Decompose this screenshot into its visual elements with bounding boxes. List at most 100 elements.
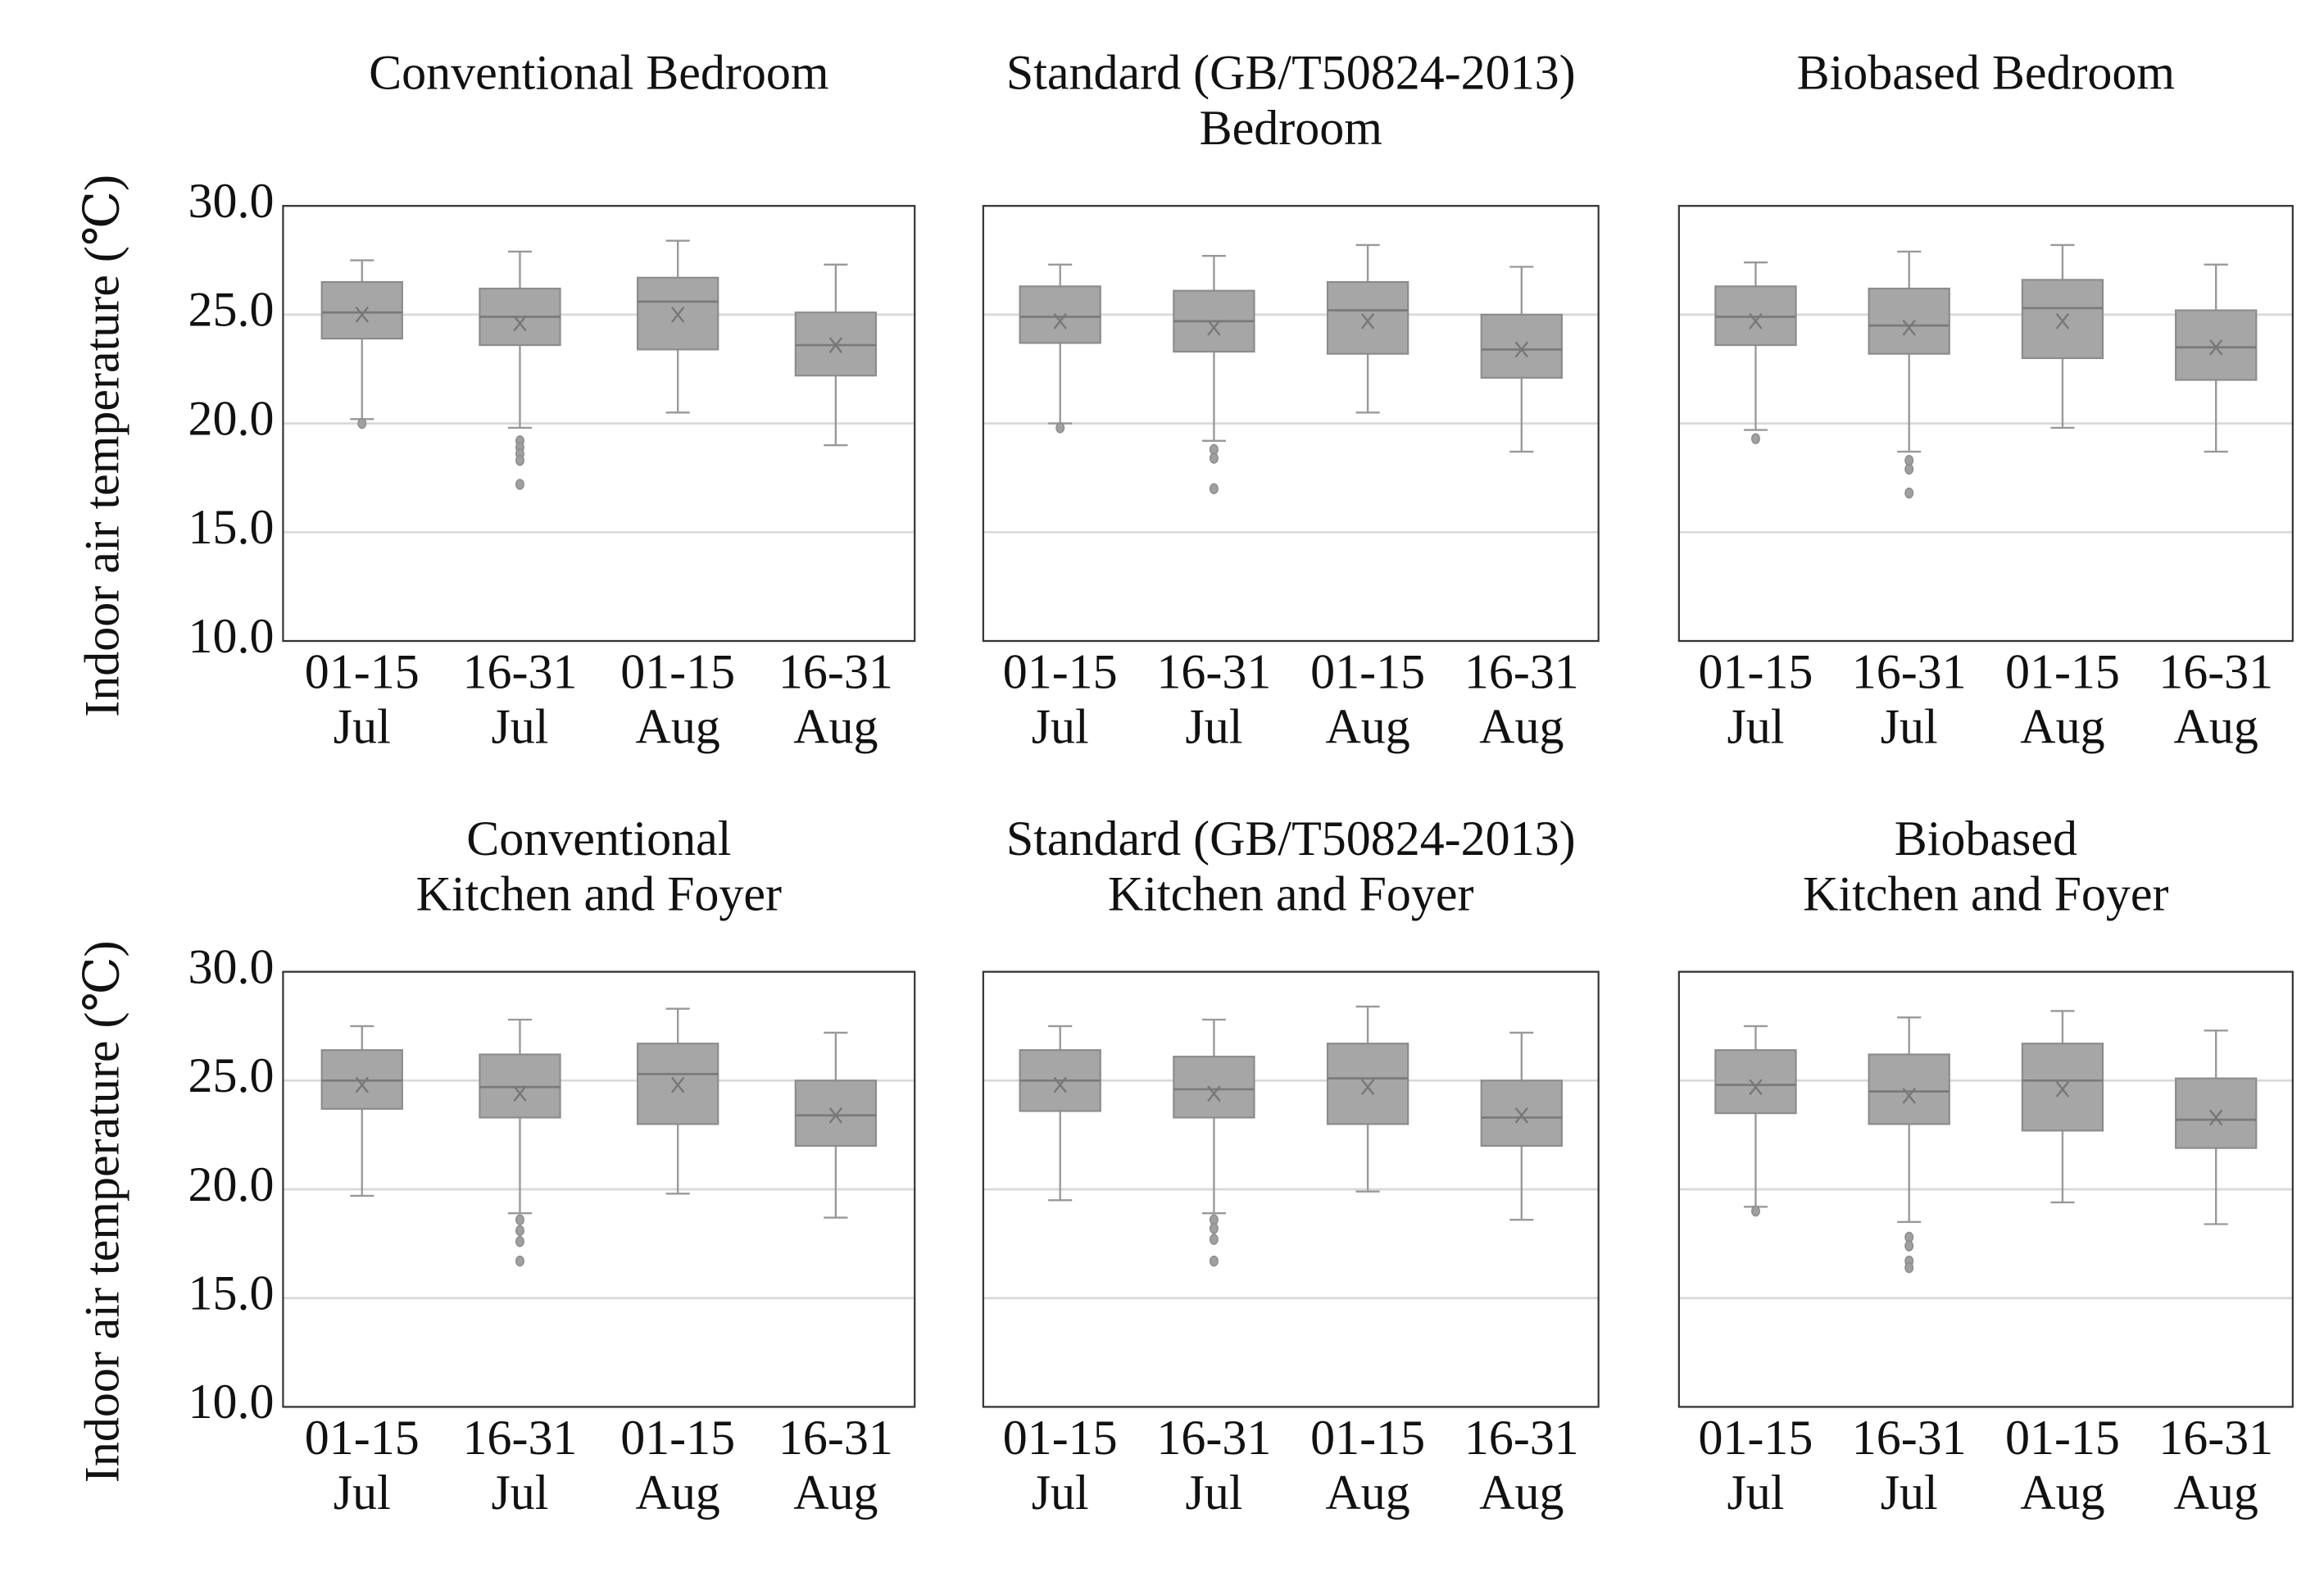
mean-marker [670,307,685,323]
chart-title: Conventional Bedroom [369,46,828,100]
chart-title: Standard (GB/T50824-2013) [1006,46,1576,100]
chart-title: Kitchen and Foyer [1108,866,1473,920]
chart-title: Kitchen and Foyer [1803,866,2168,920]
outlier [515,1236,524,1248]
x-tick-label: 01-15 [1698,1411,1813,1465]
x-tick-label: 16-31 [2158,644,2273,698]
mean-marker [1514,1107,1529,1124]
box [1714,1049,1797,1115]
x-tick-label: 01-15 [620,644,735,698]
x-tick-label: 01-15 [1310,1411,1425,1465]
mean-marker [355,307,369,323]
x-tick-label: 16-31 [1464,1411,1579,1465]
x-tick-label: 01-15 [1003,1411,1118,1465]
box [1868,1053,1950,1125]
mean-marker [1902,1088,1916,1104]
box [1173,1056,1255,1119]
plot-frame [282,205,916,643]
mean-marker [513,1085,527,1102]
x-tick-label: Aug [636,700,720,754]
mean-marker [1053,313,1067,329]
mean-marker [670,1076,685,1093]
chart-title: Bedroom [1200,101,1382,155]
x-tick-label: Jul [1032,1466,1089,1520]
x-tick-label: Aug [636,1466,720,1520]
x-tick-label: Aug [2020,700,2104,754]
y-tick-label: 15.0 [188,1266,275,1320]
plot-frame [1677,205,2294,643]
outlier [1209,1255,1219,1267]
plot-frame [982,970,1600,1408]
mean-marker [1514,341,1529,358]
x-tick-label: Aug [1479,700,1564,754]
y-axis-label: Indoor air temperature (℃) [75,940,129,1483]
y-tick-label: 30.0 [188,939,275,993]
mean-marker [1749,1079,1763,1096]
y-tick-label: 25.0 [188,283,275,337]
mean-marker [2209,1109,2223,1126]
mean-marker [1207,319,1221,336]
outlier [1209,452,1219,464]
box [2175,309,2258,381]
x-tick-label: Jul [1881,1466,1938,1520]
outlier [1209,1234,1219,1245]
outlier [1055,422,1065,434]
outlier [515,1255,524,1267]
plot-frame [282,970,916,1408]
x-tick-label: 16-31 [1852,644,1967,698]
box [320,280,403,340]
x-tick-label: Aug [2174,1466,2258,1520]
x-tick-label: Jul [1727,700,1784,754]
y-tick-label: 15.0 [188,500,275,554]
outlier [1750,1205,1760,1217]
x-tick-label: Jul [334,1466,391,1520]
x-tick-label: Aug [2174,700,2258,754]
x-tick-label: 16-31 [1156,1411,1271,1465]
x-tick-label: 16-31 [462,1411,577,1465]
box [1326,1043,1409,1125]
box [1480,1079,1563,1148]
x-tick-label: 01-15 [1003,644,1118,698]
mean-marker [513,315,527,332]
x-tick-label: 01-15 [1698,644,1813,698]
chart-title: Biobased Bedroom [1797,46,2175,100]
x-tick-label: Aug [1479,1466,1564,1520]
x-tick-label: Aug [2020,1466,2104,1520]
outlier [1904,1240,1914,1252]
y-tick-label: 25.0 [188,1048,275,1102]
x-tick-label: 16-31 [778,644,893,698]
outlier [1750,433,1760,444]
box [1480,313,1563,379]
x-tick-label: Jul [1185,700,1242,754]
mean-marker [1902,319,1916,336]
x-tick-label: 16-31 [1156,644,1271,698]
y-tick-label: 10.0 [188,1375,275,1429]
x-tick-label: Jul [1727,1466,1784,1520]
chart-title: Biobased [1895,811,2077,866]
mean-marker [355,1076,369,1093]
x-tick-label: 01-15 [2005,1411,2120,1465]
outlier [515,1214,524,1225]
mean-marker [1053,1076,1067,1093]
mean-marker [2209,339,2223,356]
x-tick-label: Jul [1185,1466,1242,1520]
x-tick-label: 01-15 [2005,644,2120,698]
x-tick-label: Aug [1325,1466,1409,1520]
x-tick-label: 16-31 [778,1411,893,1465]
x-tick-label: 01-15 [1310,644,1425,698]
plot-frame [982,205,1600,643]
y-tick-label: 20.0 [188,1157,275,1211]
mean-marker [828,1107,843,1124]
mean-marker [1207,1085,1221,1102]
box [1868,287,1950,355]
outlier [1904,487,1914,499]
box [2021,279,2104,360]
x-tick-label: Jul [1032,700,1089,754]
x-tick-label: 16-31 [1852,1411,1967,1465]
x-tick-label: 01-15 [305,1411,420,1465]
box [794,1079,878,1148]
y-axis-label: Indoor air temperature (℃) [75,175,129,717]
y-tick-label: 10.0 [188,609,275,663]
